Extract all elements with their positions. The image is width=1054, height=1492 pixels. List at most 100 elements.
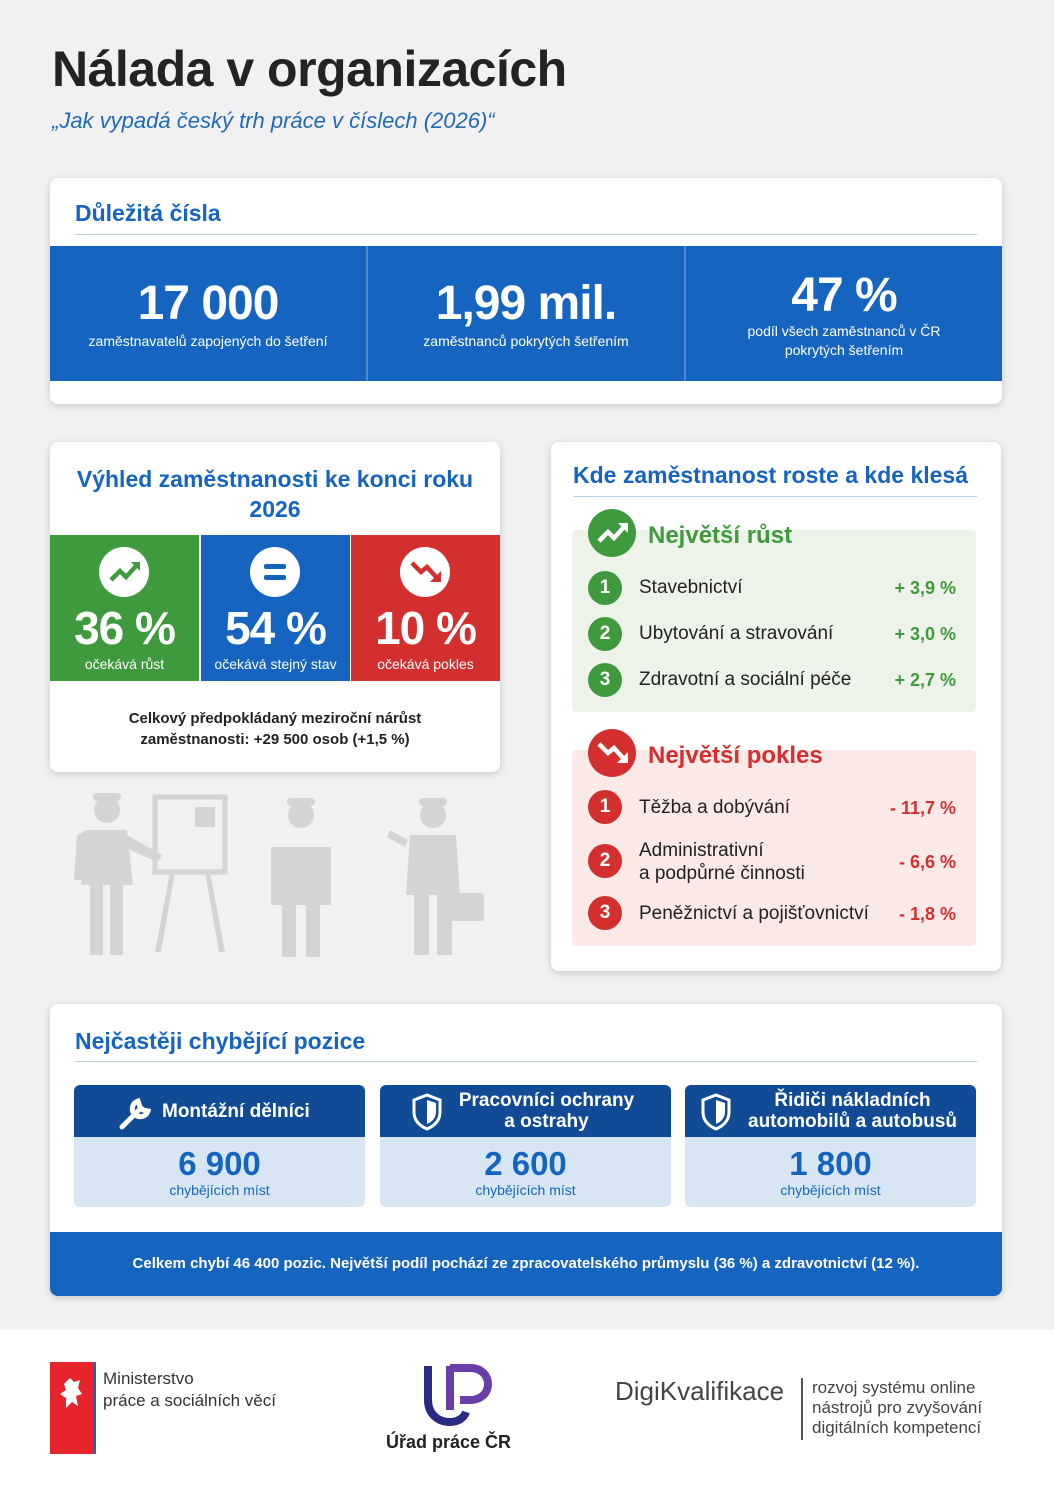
head <box>420 802 446 828</box>
divider <box>801 1378 803 1440</box>
line: Stavebnictví <box>639 577 743 598</box>
arm <box>74 830 87 880</box>
line: podíl všech zaměstnanců v ČR <box>747 323 941 339</box>
wrench <box>387 830 408 847</box>
line: Pracovníci ochrany <box>458 1090 635 1111</box>
subtitle: „Jak vypadá český trh práce v číslech (2… <box>52 108 495 133</box>
rank: 3 <box>588 663 622 697</box>
line: Ministerstvo <box>103 1369 194 1388</box>
office-logo <box>424 1364 493 1427</box>
position-body: 1 800 chybějících míst <box>685 1137 976 1207</box>
wrench <box>119 1097 152 1130</box>
title: Nálada v organizacích <box>52 41 567 97</box>
digi-name: DigiKvalifikace <box>615 1376 785 1406</box>
line: automobilů a autobusů <box>748 1111 957 1132</box>
office-name: Úřad práce ČR <box>386 1432 512 1452</box>
sector-name: Administrativní a podpůrné činnosti <box>639 839 805 885</box>
line: Výhled zaměstnanosti ke konci roku <box>76 466 474 492</box>
outlook-box: 10 % očekává pokles <box>351 535 500 681</box>
key-numbers-card: Důležitá čísla 17 000 zaměstnavatelů zap… <box>50 178 1002 404</box>
rank: 2 <box>588 617 622 651</box>
sector-change: - 11,7 % <box>889 798 956 818</box>
outlook-box: 54 % očekává stejný stav <box>201 535 350 681</box>
sector-name: Stavebnictví <box>639 576 743 599</box>
position-value: 6 900 <box>178 1145 261 1182</box>
arrow <box>410 561 439 580</box>
head <box>288 802 314 828</box>
figures <box>74 793 484 957</box>
rule <box>75 1061 977 1062</box>
rule <box>75 234 977 235</box>
arrow <box>597 742 625 760</box>
line: a ostrahy <box>504 1111 589 1132</box>
divider <box>684 246 686 381</box>
line: digitálních kompetencí <box>812 1418 982 1437</box>
shield <box>412 1093 442 1131</box>
key-label: podíl všech zaměstnanců v ČR pokrytých š… <box>686 322 1002 360</box>
title-text: Řidiči nákladních automobilů a autobusů <box>733 1090 972 1132</box>
outlook-label: očekává růst <box>84 656 165 672</box>
key-value: 1,99 mil. <box>435 277 617 330</box>
ministry-logo <box>50 1362 96 1454</box>
position-title: Řidiči nákladních automobilů a autobusů <box>685 1085 976 1137</box>
shortages-card: Nejčastěji chybějící pozice Montážní děl… <box>50 1004 1002 1296</box>
outlook-card: Výhled zaměstnanosti ke konci roku 2026 … <box>50 442 500 772</box>
icon <box>400 547 450 597</box>
sectors-card: Kde zaměstnanost roste a kde klesá Nejvě… <box>551 442 1001 971</box>
line: zaměstnavatelů zapojených do šetření <box>88 333 328 349</box>
line: Celkový předpokládaný meziroční nárůst <box>128 710 422 727</box>
sector-change: + 2,7 % <box>894 670 956 690</box>
line: Montážní dělníci <box>162 1101 310 1122</box>
shield-half <box>716 1100 725 1124</box>
arrow-head <box>131 562 140 571</box>
head <box>94 797 120 823</box>
line: Řidiči nákladních <box>774 1090 931 1111</box>
equal-icon <box>264 564 286 580</box>
position-body: 2 600 chybějících míst <box>380 1137 671 1207</box>
outlook-value: 10 % <box>375 602 477 654</box>
shield-icon <box>412 1093 442 1131</box>
outlook-note: Celkový předpokládaný meziroční nárůst z… <box>50 708 500 750</box>
divider <box>366 246 368 381</box>
body <box>406 835 460 895</box>
leg <box>306 905 320 957</box>
line: práce a sociálních věcí <box>103 1391 276 1410</box>
easel <box>155 872 225 952</box>
title-text: Pracovníci ochrany a ostrahy <box>446 1090 647 1132</box>
line: pokrytých šetřením <box>784 342 904 358</box>
rank: 2 <box>588 844 622 878</box>
logo-u <box>424 1366 470 1427</box>
arrow <box>597 525 626 543</box>
outlook-value: 36 % <box>74 602 176 654</box>
sector-change: - 1,8 % <box>898 904 956 924</box>
helmet <box>419 798 447 806</box>
logo-red <box>50 1362 94 1454</box>
footer: Ministerstvo práce a sociálních věcí Úřa… <box>0 1330 1054 1492</box>
sector-change: + 3,9 % <box>894 578 956 598</box>
key-cell: 1,99 mil. zaměstnanců pokrytých šetřením <box>368 246 684 381</box>
leg <box>110 885 123 955</box>
arrow-head <box>618 523 628 533</box>
helmet <box>93 793 121 801</box>
bar <box>264 564 286 569</box>
rank: 1 <box>588 790 622 824</box>
line: rozvoj systému online <box>812 1378 976 1397</box>
position-label: chybějících míst <box>169 1182 270 1198</box>
leg <box>414 895 429 955</box>
line: Těžba a dobývání <box>639 797 791 818</box>
trend-up-icon <box>109 562 140 582</box>
board <box>152 794 228 875</box>
key-value: 17 000 <box>137 277 280 330</box>
icon <box>99 547 149 597</box>
position-label: chybějících míst <box>475 1182 576 1198</box>
sector-change: + 3,0 % <box>894 624 956 644</box>
line: Peněžnictví a pojišťovnictví <box>639 903 869 924</box>
decline-panel: Největší pokles 1 Těžba a dobývání - 11,… <box>572 729 976 946</box>
toolbox <box>448 893 484 921</box>
position-box: Pracovníci ochrany a ostrahy 2 600 chybě… <box>380 1085 671 1207</box>
rank: 3 <box>588 896 622 930</box>
line: Ubytování a stravování <box>639 623 834 644</box>
line: Zdravotní a sociální péče <box>639 669 852 690</box>
